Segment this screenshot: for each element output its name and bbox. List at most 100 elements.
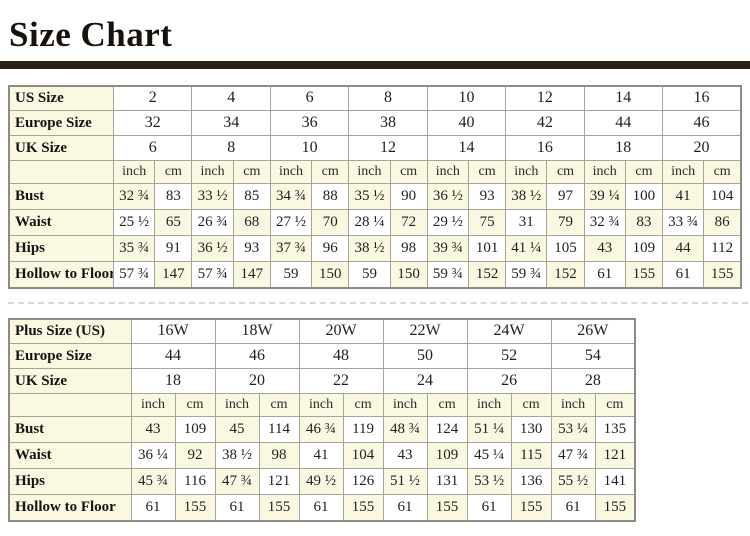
measure-value-cell: 59 <box>348 261 391 288</box>
size-value-cell: 6 <box>113 135 193 161</box>
unit-inch-label: inch <box>583 160 626 184</box>
unit-header-row: inch cm inch cm inch cm inch cm inch cm inch cm inch… <box>8 160 742 184</box>
unit-cm-label: cm <box>311 160 350 184</box>
size-row: Europe Size 32 34 36 38 40 42 44 46 <box>8 110 742 136</box>
size-value-cell: 48 <box>298 343 384 369</box>
measure-value-cell: 53 ¼ <box>550 416 596 443</box>
measure-value-cell: 28 ¼ <box>348 209 391 236</box>
measure-row-label: Waist <box>8 442 132 469</box>
measure-value-cell: 43 <box>130 416 176 443</box>
measure-value-cell: 93 <box>232 235 271 262</box>
measure-value-cell: 109 <box>426 442 468 469</box>
measure-value-cell: 59 <box>269 261 313 288</box>
unit-inch-label: inch <box>298 393 344 417</box>
measure-row-label: Bust <box>8 416 132 443</box>
size-row: UK Size 6 8 10 12 14 16 18 20 <box>8 135 742 161</box>
measure-value-cell: 68 <box>232 209 271 236</box>
measure-value-cell: 38 ½ <box>214 442 260 469</box>
measure-value-cell: 61 <box>550 494 596 521</box>
size-value-cell: 22 <box>298 368 384 394</box>
measure-value-cell: 155 <box>624 261 664 288</box>
measure-value-cell: 45 ¼ <box>466 442 512 469</box>
measure-value-cell: 126 <box>342 468 384 495</box>
measure-value-cell: 104 <box>703 183 742 210</box>
unit-inch-label: inch <box>269 160 313 184</box>
size-value-cell: 16 <box>505 135 585 161</box>
measure-value-cell: 49 ½ <box>298 468 344 495</box>
measure-value-cell: 70 <box>311 209 350 236</box>
measure-value-cell: 36 ¼ <box>130 442 176 469</box>
measure-value-cell: 41 <box>298 442 344 469</box>
size-row-label: Plus Size (US) <box>8 318 132 344</box>
size-value-cell: 12 <box>505 85 585 111</box>
measure-row-label: Hips <box>8 468 132 495</box>
size-value-cell: 10 <box>269 135 350 161</box>
size-value-cell: 18W <box>214 318 300 344</box>
measure-value-cell: 93 <box>467 183 507 210</box>
measure-value-cell: 41 <box>662 183 705 210</box>
measure-value-cell: 96 <box>311 235 350 262</box>
measure-value-cell: 32 ¾ <box>113 183 156 210</box>
measure-value-cell: 79 <box>546 209 585 236</box>
size-value-cell: 18 <box>130 368 216 394</box>
size-value-cell: 32 <box>113 110 193 136</box>
unit-cm-label: cm <box>342 393 384 417</box>
size-value-cell: 46 <box>214 343 300 369</box>
size-value-cell: 28 <box>550 368 636 394</box>
measure-value-cell: 43 <box>382 442 428 469</box>
measure-value-cell: 46 ¾ <box>298 416 344 443</box>
measure-value-cell: 61 <box>130 494 176 521</box>
measure-value-cell: 47 ¾ <box>550 442 596 469</box>
size-value-cell: 16 <box>662 85 742 111</box>
measure-value-cell: 105 <box>546 235 585 262</box>
measure-value-cell: 124 <box>426 416 468 443</box>
measure-value-cell: 119 <box>342 416 384 443</box>
size-value-cell: 54 <box>550 343 636 369</box>
size-value-cell: 44 <box>583 110 664 136</box>
measure-value-cell: 155 <box>426 494 468 521</box>
measure-row: Waist 36 ¼ 92 38 ½ 98 41 104 43 109 45 ¼ 115 47 ¾ 12… <box>8 442 636 469</box>
table-separator <box>8 301 748 304</box>
measure-value-cell: 39 ¼ <box>583 183 626 210</box>
measure-value-cell: 25 ½ <box>113 209 156 236</box>
size-value-cell: 52 <box>466 343 552 369</box>
measure-value-cell: 39 ¾ <box>426 235 469 262</box>
measure-value-cell: 116 <box>174 468 216 495</box>
size-value-cell: 26 <box>466 368 552 394</box>
unit-cm-label: cm <box>258 393 300 417</box>
measure-value-cell: 57 ¾ <box>191 261 234 288</box>
size-value-cell: 38 <box>348 110 428 136</box>
measure-value-cell: 115 <box>510 442 552 469</box>
measure-value-cell: 152 <box>546 261 585 288</box>
size-value-cell: 20 <box>662 135 742 161</box>
size-value-cell: 12 <box>348 135 428 161</box>
measure-value-cell: 147 <box>154 261 193 288</box>
unit-inch-label: inch <box>113 160 156 184</box>
measure-value-cell: 109 <box>174 416 216 443</box>
measure-value-cell: 155 <box>703 261 742 288</box>
size-value-cell: 14 <box>583 85 664 111</box>
measure-value-cell: 61 <box>583 261 626 288</box>
standard-size-table: US Size 2 4 6 8 10 12 14 16 Europe Size 32 34 36 38 40… <box>8 84 742 289</box>
measure-value-cell: 61 <box>466 494 512 521</box>
size-value-cell: 10 <box>426 85 507 111</box>
measure-value-cell: 155 <box>594 494 636 521</box>
unit-cm-label: cm <box>154 160 193 184</box>
measure-value-cell: 65 <box>154 209 193 236</box>
size-row: US Size 2 4 6 8 10 12 14 16 <box>8 85 742 111</box>
measure-value-cell: 51 ½ <box>382 468 428 495</box>
unit-inch-label: inch <box>130 393 176 417</box>
unit-inch-label: inch <box>214 393 260 417</box>
measure-row: Hollow to Floor 61 155 61 155 61 155 61 155 61 155… <box>8 494 636 521</box>
measure-value-cell: 36 ½ <box>191 235 234 262</box>
measure-value-cell: 100 <box>624 183 664 210</box>
size-row: Europe Size 44 46 48 50 52 54 <box>8 343 636 369</box>
size-value-cell: 44 <box>130 343 216 369</box>
measure-value-cell: 45 <box>214 416 260 443</box>
measure-value-cell: 98 <box>389 235 428 262</box>
measure-value-cell: 91 <box>154 235 193 262</box>
measure-value-cell: 27 ½ <box>269 209 313 236</box>
unit-cm-label: cm <box>174 393 216 417</box>
size-value-cell: 2 <box>113 85 193 111</box>
size-row: UK Size 18 20 22 24 26 28 <box>8 368 636 394</box>
